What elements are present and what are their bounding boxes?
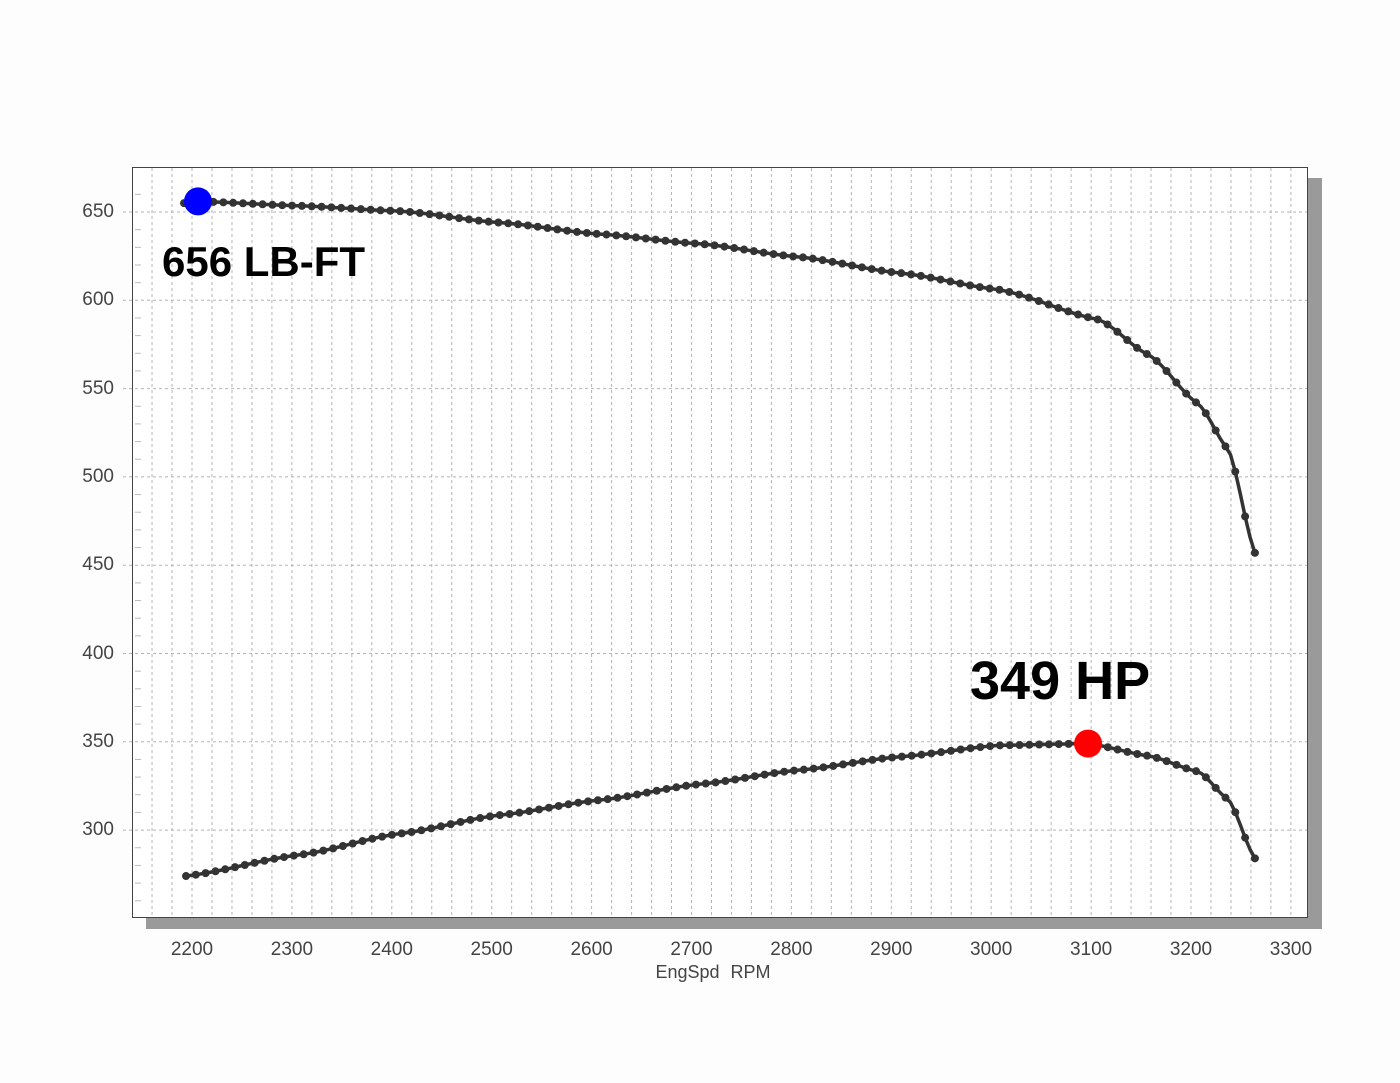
torque-peak-label: 656 LB-FT [162, 238, 366, 285]
x-tick-label: 2500 [470, 939, 513, 960]
x-tick-label: 2900 [870, 939, 913, 960]
x-tick-label: 3200 [1169, 939, 1213, 960]
y-tick-label: 450 [82, 554, 114, 576]
hp-peak-label: 349 HP [970, 651, 1151, 711]
y-tick-label: 600 [82, 289, 114, 311]
y-tick-label: 500 [82, 465, 114, 487]
y-tick-label: 650 [82, 201, 114, 222]
x-tick-label: 2400 [370, 939, 413, 960]
x-tick-label: 3100 [1069, 939, 1113, 960]
y-tick-label: 300 [82, 819, 114, 841]
y-tick-label: 550 [82, 377, 114, 399]
y-tick-label: 400 [82, 642, 114, 664]
x-tick-label: 2300 [270, 939, 314, 960]
y-tick-label: 350 [82, 730, 114, 752]
x-tick-label: 2700 [670, 939, 713, 960]
x-tick-label: 2200 [170, 939, 214, 960]
plot-area [132, 167, 1308, 918]
x-tick-label: 3000 [970, 939, 1013, 960]
x-tick-label: 2800 [770, 939, 813, 960]
x-tick-label: 2600 [570, 939, 613, 960]
x-tick-label: 3300 [1269, 939, 1313, 960]
x-axis-label: EngSpd RPM [655, 962, 771, 982]
